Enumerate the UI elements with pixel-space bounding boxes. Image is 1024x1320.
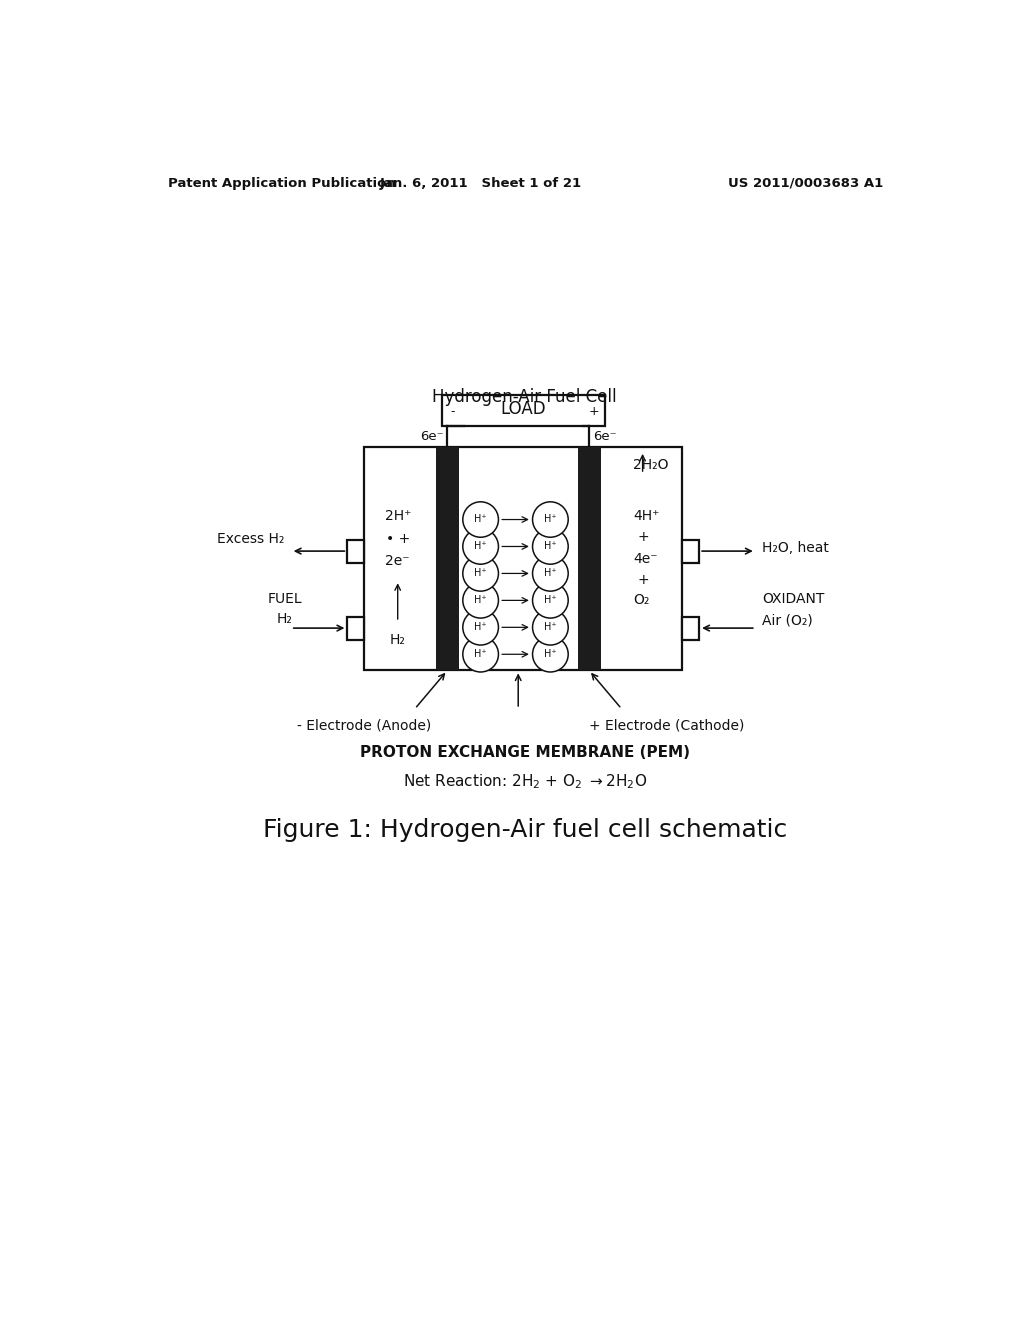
Circle shape [463, 636, 499, 672]
Text: 2H⁺: 2H⁺ [385, 510, 411, 524]
Text: + Electrode (Cathode): + Electrode (Cathode) [589, 718, 744, 733]
Text: US 2011/0003683 A1: US 2011/0003683 A1 [728, 177, 884, 190]
Circle shape [532, 529, 568, 564]
Bar [365, 447, 682, 671]
Circle shape [532, 610, 568, 645]
Text: H⁺: H⁺ [474, 541, 487, 550]
Text: H⁺: H⁺ [544, 622, 557, 631]
Text: Jan. 6, 2011   Sheet 1 of 21: Jan. 6, 2011 Sheet 1 of 21 [380, 177, 582, 190]
Text: H₂O, heat: H₂O, heat [762, 541, 828, 554]
Text: H₂: H₂ [276, 612, 293, 626]
Text: H⁺: H⁺ [474, 622, 487, 631]
Text: H⁺: H⁺ [544, 513, 557, 524]
Bar [435, 447, 459, 671]
Text: - Electrode (Anode): - Electrode (Anode) [297, 718, 431, 733]
Bar [347, 616, 365, 640]
Text: PROTON EXCHANGE MEMBRANE (PEM): PROTON EXCHANGE MEMBRANE (PEM) [359, 746, 690, 760]
Circle shape [532, 502, 568, 537]
Text: H⁺: H⁺ [474, 648, 487, 659]
Circle shape [532, 556, 568, 591]
Text: 6e⁻: 6e⁻ [420, 429, 443, 442]
Text: • +: • + [386, 532, 410, 545]
Text: +: + [589, 405, 599, 418]
Text: H⁺: H⁺ [544, 648, 557, 659]
Text: Patent Application Publication: Patent Application Publication [168, 177, 396, 190]
Text: H⁺: H⁺ [544, 541, 557, 550]
Text: H₂: H₂ [390, 632, 406, 647]
Text: H⁺: H⁺ [544, 568, 557, 578]
Circle shape [463, 610, 499, 645]
Bar [682, 616, 699, 640]
Circle shape [463, 556, 499, 591]
Bar [578, 447, 601, 671]
Text: Figure 1: Hydrogen-Air fuel cell schematic: Figure 1: Hydrogen-Air fuel cell schemat… [263, 818, 786, 842]
Text: Excess H₂: Excess H₂ [217, 532, 285, 545]
Text: 4H⁺: 4H⁺ [633, 510, 659, 524]
Text: O₂: O₂ [633, 594, 649, 607]
Text: 4e⁻: 4e⁻ [633, 552, 658, 566]
Text: +: + [637, 573, 649, 586]
Text: OXIDANT: OXIDANT [762, 591, 824, 606]
Text: -: - [451, 405, 455, 418]
Bar [682, 540, 699, 562]
Text: Net Reaction: 2H$_2$ + O$_2$ $\rightarrow$2H$_2$O: Net Reaction: 2H$_2$ + O$_2$ $\rightarro… [402, 772, 647, 792]
Bar [347, 540, 365, 562]
Text: H⁺: H⁺ [474, 594, 487, 605]
Text: 2H₂O: 2H₂O [633, 458, 669, 471]
Circle shape [463, 529, 499, 564]
Text: LOAD: LOAD [501, 400, 546, 418]
Text: Hydrogen-Air Fuel Cell: Hydrogen-Air Fuel Cell [432, 388, 617, 407]
Text: H⁺: H⁺ [474, 513, 487, 524]
Text: FUEL: FUEL [267, 591, 302, 606]
Text: 2e⁻: 2e⁻ [385, 554, 410, 568]
Bar [442, 395, 604, 425]
Text: +: + [637, 531, 649, 544]
Text: Air (O₂): Air (O₂) [762, 614, 813, 627]
Circle shape [463, 502, 499, 537]
Circle shape [463, 582, 499, 618]
Text: 6e⁻: 6e⁻ [593, 429, 616, 442]
Text: H⁺: H⁺ [474, 568, 487, 578]
Circle shape [532, 582, 568, 618]
Text: H⁺: H⁺ [544, 594, 557, 605]
Circle shape [532, 636, 568, 672]
